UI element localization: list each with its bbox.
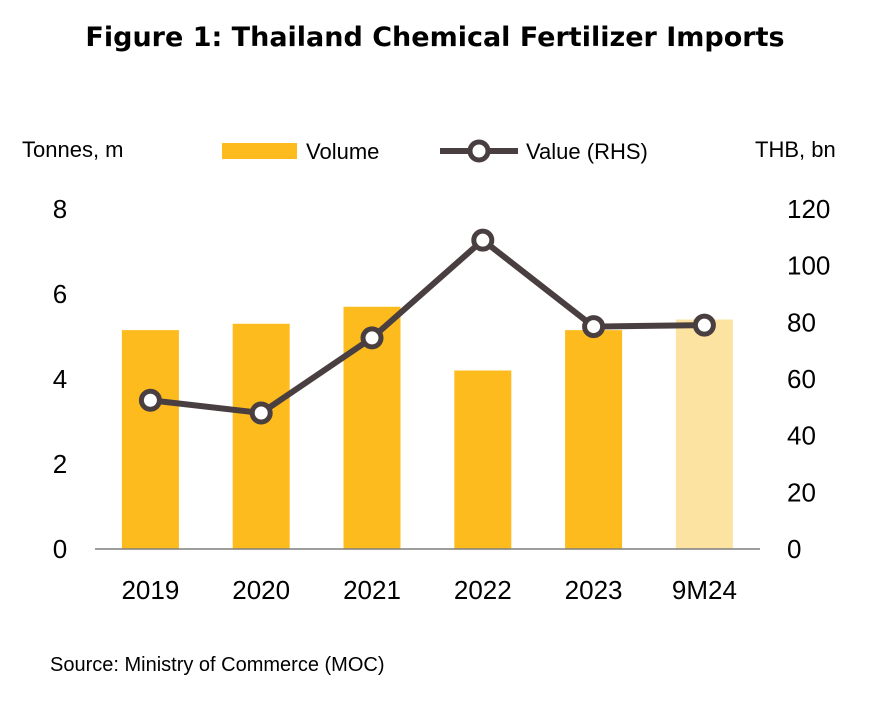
volume-bar-2022 [454,370,512,549]
value-line [150,237,705,416]
value-line-series [138,228,716,425]
right-tick-label: 60 [787,364,816,394]
left-tick-label: 6 [53,279,67,309]
value-point-2020 [249,401,273,425]
right-tick-label: 0 [787,534,801,564]
right-axis-label: THB, bn [755,137,836,162]
x-tick-label: 2019 [121,575,179,605]
x-axis-ticks: 2019 2020 2021 2022 2023 9M24 [121,575,736,605]
value-point-9m24 [692,313,716,337]
x-tick-label: 2020 [232,575,290,605]
volume-bars [121,306,733,549]
right-axis-ticks: 0 20 40 60 80 100 120 [787,194,830,564]
legend-value-label: Value (RHS) [526,139,648,164]
x-tick-label: 9M24 [672,575,737,605]
value-point-2022 [471,228,495,252]
legend: Volume Value (RHS) [222,139,648,164]
volume-bar-2019 [121,330,179,549]
legend-value-marker [467,139,491,163]
volume-bar-2020 [232,323,290,549]
left-tick-label: 0 [53,534,67,564]
left-tick-label: 2 [53,449,67,479]
left-tick-label: 4 [53,364,67,394]
value-point-2023 [582,315,606,339]
x-tick-label: 2023 [565,575,623,605]
legend-volume-label: Volume [306,139,379,164]
value-point-2019 [138,388,162,412]
right-tick-label: 120 [787,194,830,224]
right-tick-label: 80 [787,307,816,337]
left-axis-ticks: 0 2 4 6 8 [53,194,67,564]
right-tick-label: 40 [787,421,816,451]
chart-title: Figure 1: Thailand Chemical Fertilizer I… [85,22,785,53]
volume-bar-2023 [565,330,623,549]
source-note: Source: Ministry of Commerce (MOC) [50,654,385,676]
left-tick-label: 8 [53,194,67,224]
x-tick-label: 2022 [454,575,512,605]
left-axis-label: Tonnes, m [22,137,124,162]
value-point-2021 [360,326,384,350]
x-tick-label: 2021 [343,575,401,605]
legend-volume-swatch [222,143,297,159]
right-tick-label: 20 [787,477,816,507]
right-tick-label: 100 [787,251,830,281]
volume-bar-9m24 [675,319,733,549]
